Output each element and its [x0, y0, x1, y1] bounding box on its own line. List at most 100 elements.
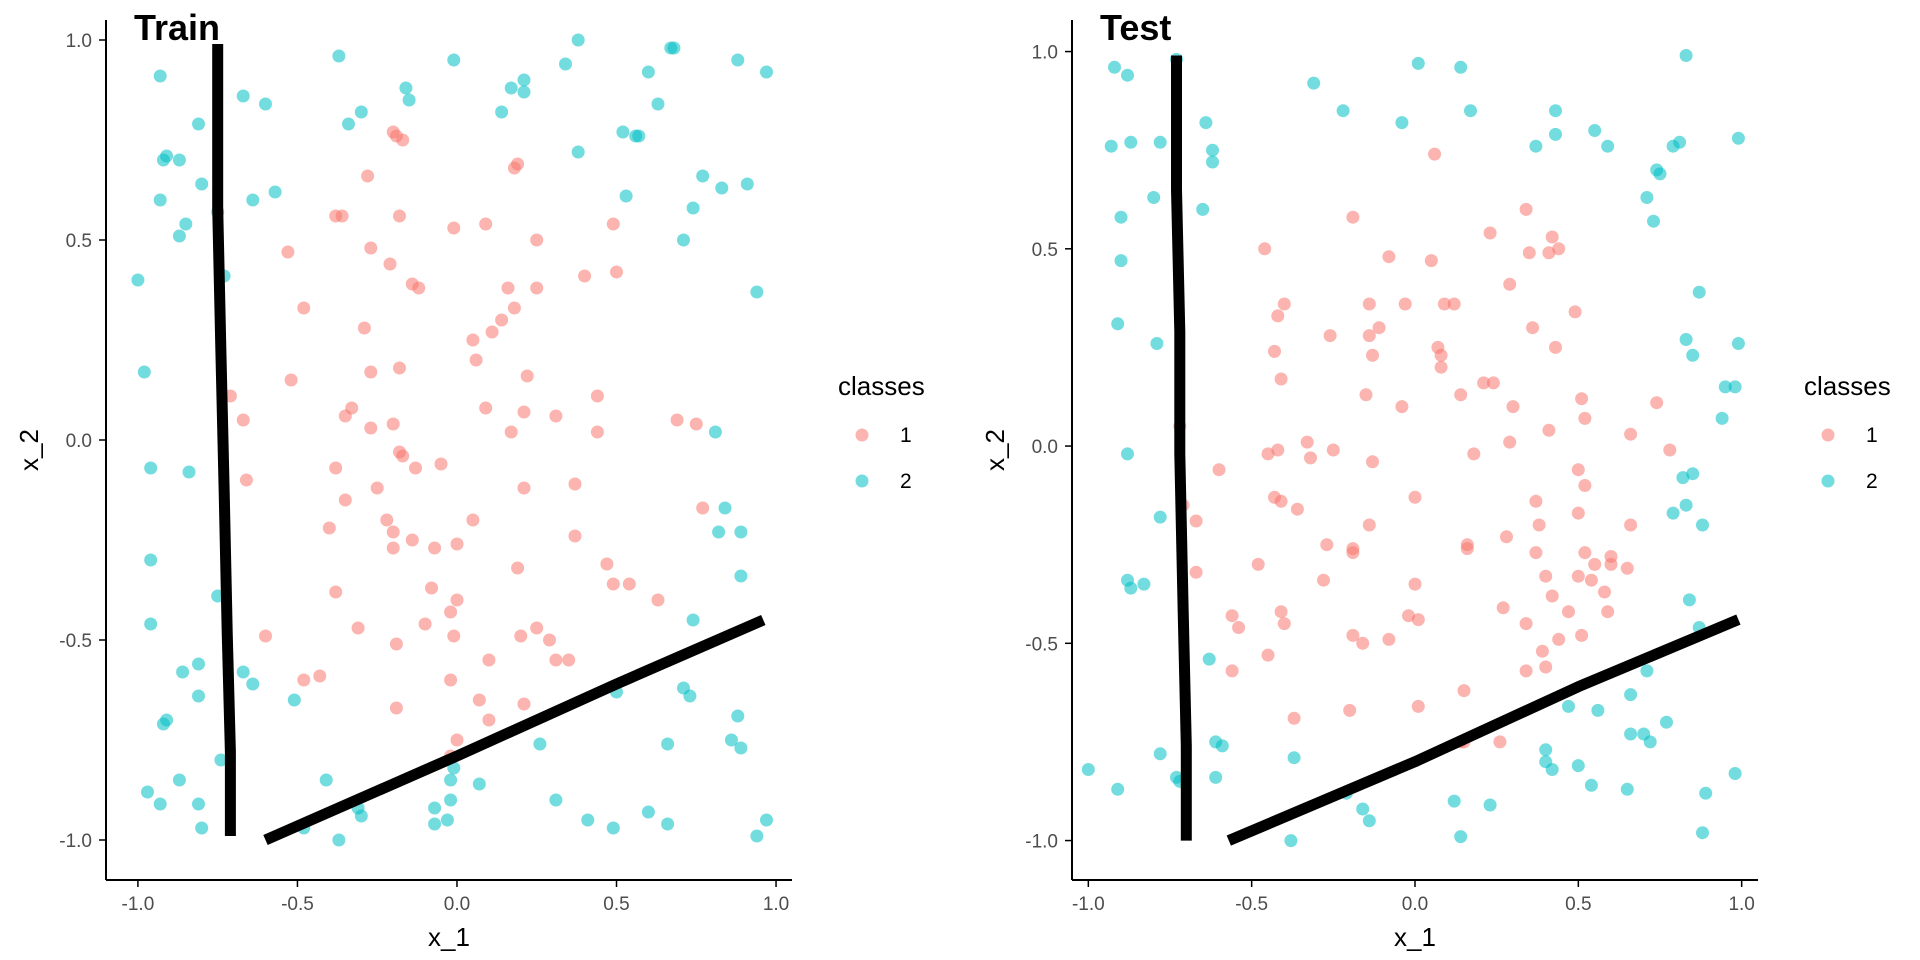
point-class-2	[1666, 506, 1680, 520]
point-class-2	[472, 777, 486, 791]
point-class-2	[192, 657, 205, 671]
decision-boundary-line	[1226, 614, 1741, 846]
point-class-1	[1290, 502, 1304, 516]
point-class-1	[1496, 601, 1510, 615]
point-class-1	[466, 513, 480, 527]
point-class-1	[1549, 340, 1562, 354]
point-class-1	[517, 405, 531, 419]
point-class-1	[1189, 514, 1203, 528]
point-class-2	[517, 73, 531, 87]
points-layer	[1081, 49, 1745, 848]
point-class-1	[1552, 632, 1566, 646]
point-class-2	[259, 97, 272, 111]
point-class-2	[1673, 135, 1687, 149]
point-class-1	[1545, 230, 1559, 244]
decision-boundary-line	[212, 44, 236, 836]
point-class-2	[1206, 155, 1219, 169]
point-class-1	[485, 325, 499, 339]
point-class-1	[418, 617, 432, 631]
point-class-2	[1081, 763, 1095, 776]
point-class-2	[1362, 814, 1376, 828]
point-class-2	[750, 829, 764, 843]
point-class-2	[533, 737, 547, 751]
point-class-1	[507, 161, 521, 175]
y-tick-label: 0.0	[1032, 437, 1058, 458]
point-class-2	[1682, 593, 1696, 607]
point-class-1	[1411, 613, 1425, 627]
point-class-1	[1382, 632, 1396, 646]
point-class-2	[1571, 759, 1585, 773]
point-class-1	[1366, 455, 1379, 469]
point-class-1	[1624, 427, 1638, 441]
point-class-2	[1696, 518, 1709, 532]
point-class-2	[734, 741, 748, 755]
point-class-1	[405, 533, 419, 547]
point-class-2	[141, 785, 154, 799]
point-class-2	[724, 733, 738, 747]
point-class-2	[447, 53, 461, 67]
point-class-2	[1640, 664, 1654, 678]
point-class-1	[543, 633, 556, 647]
point-class-1	[1519, 617, 1533, 631]
point-class-2	[712, 525, 726, 539]
point-class-1	[1402, 609, 1415, 623]
point-class-1	[1578, 479, 1592, 492]
point-class-1	[520, 369, 534, 383]
point-class-1	[549, 409, 563, 423]
point-class-1	[562, 653, 576, 667]
point-class-1	[1346, 628, 1360, 642]
point-class-2	[1715, 411, 1729, 425]
point-class-2	[1124, 581, 1138, 595]
y-tick-label: 1.0	[1032, 43, 1058, 64]
point-class-2	[1199, 116, 1213, 130]
point-class-2	[172, 229, 186, 243]
point-class-2	[504, 81, 518, 95]
point-class-1	[1300, 435, 1314, 449]
point-class-1	[281, 245, 295, 259]
legend-title: classes	[838, 371, 925, 401]
point-class-2	[1731, 131, 1745, 145]
point-class-2	[1676, 471, 1690, 485]
point-class-2	[1206, 143, 1219, 157]
point-class-2	[1411, 56, 1425, 70]
point-class-2	[686, 201, 700, 215]
point-class-1	[1545, 589, 1559, 603]
point-class-2	[606, 821, 620, 835]
point-class-2	[144, 461, 158, 475]
point-class-1	[1434, 360, 1448, 374]
point-class-2	[440, 813, 454, 827]
x-tick-label: 1.0	[1728, 894, 1754, 915]
chart-panel-test: -1.0 -0.5 0.0 0.5 1.0 -1.0 -0.5 0.0 0.5 1.0 x_1 x_2…	[980, 7, 1891, 952]
point-class-2	[1483, 798, 1497, 812]
y-tick-label: 0.5	[66, 231, 92, 252]
point-class-1	[482, 653, 496, 667]
point-class-1	[329, 461, 343, 475]
point-class-2	[740, 177, 754, 191]
point-class-1	[1483, 226, 1497, 240]
point-class-1	[1212, 463, 1226, 477]
legend-title: classes	[1804, 371, 1891, 401]
point-class-1	[428, 541, 442, 555]
point-class-2	[1660, 715, 1673, 729]
point-class-1	[606, 577, 620, 591]
point-class-2	[1591, 703, 1605, 717]
y-tick-label: -1.0	[1025, 832, 1058, 853]
point-class-2	[444, 773, 458, 787]
point-class-1	[530, 281, 544, 295]
point-class-1	[1428, 147, 1442, 161]
point-class-1	[514, 629, 528, 643]
point-class-1	[1542, 246, 1556, 260]
point-class-2	[1196, 202, 1210, 216]
point-class-1	[1274, 605, 1288, 619]
point-class-2	[495, 105, 509, 119]
point-class-1	[517, 697, 531, 711]
legend-key-class-2	[855, 474, 869, 488]
point-class-2	[192, 117, 205, 131]
point-class-1	[1346, 546, 1360, 560]
point-class-1	[530, 621, 544, 635]
point-class-2	[153, 797, 167, 811]
point-class-2	[182, 465, 196, 479]
point-class-2	[192, 797, 205, 811]
point-class-1	[1477, 376, 1491, 390]
points-layer	[131, 33, 773, 847]
